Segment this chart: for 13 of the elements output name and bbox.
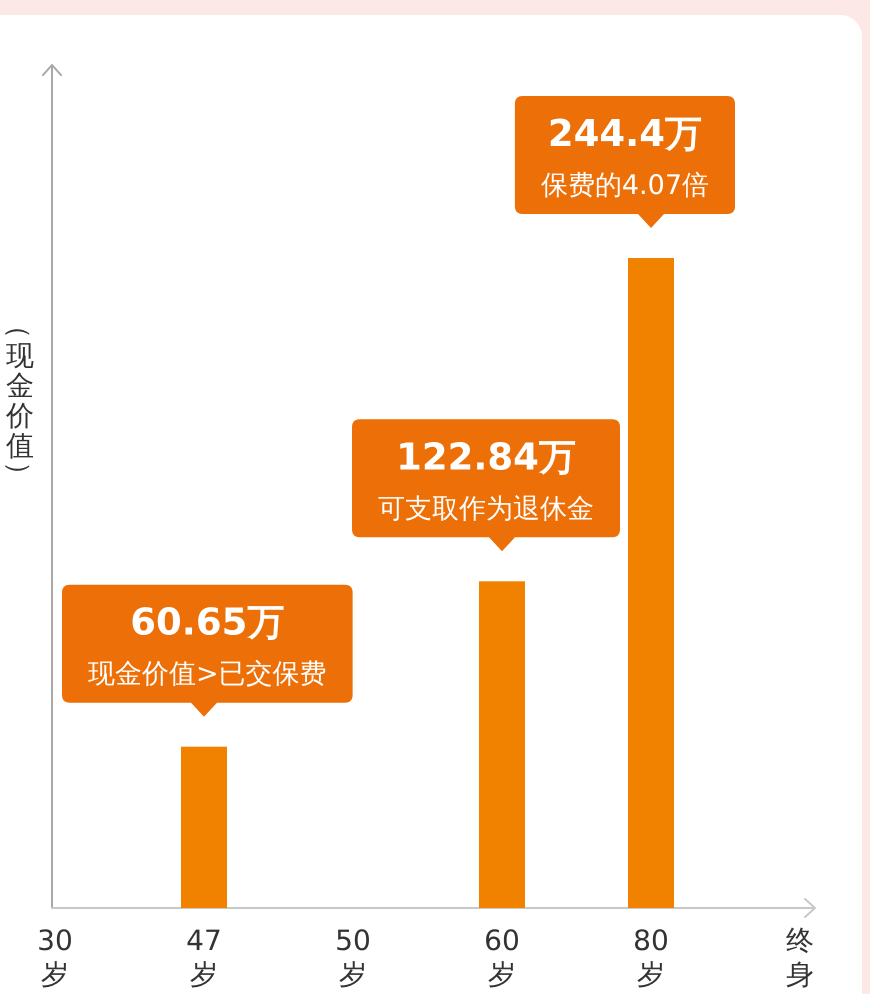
data-label: 122.84万 xyxy=(396,435,576,478)
data-label: 244.4万 xyxy=(548,112,702,155)
annotation: 可支取作为退休金 xyxy=(378,493,594,524)
annotation: 现金价值>已交保费 xyxy=(88,658,327,690)
annotation: 保费的4.07倍 xyxy=(540,170,709,201)
x-tick-label: 60岁 xyxy=(484,924,520,991)
y-axis-title: （现金价值） xyxy=(3,311,36,489)
x-tick-label: 终身 xyxy=(786,924,814,991)
x-tick-label: 30岁 xyxy=(37,924,73,991)
x-tick-label: 80岁 xyxy=(633,924,669,991)
data-label: 60.65万 xyxy=(130,600,284,644)
x-tick-label: 47岁 xyxy=(186,924,222,991)
x-tick-label: 50岁 xyxy=(335,924,371,991)
